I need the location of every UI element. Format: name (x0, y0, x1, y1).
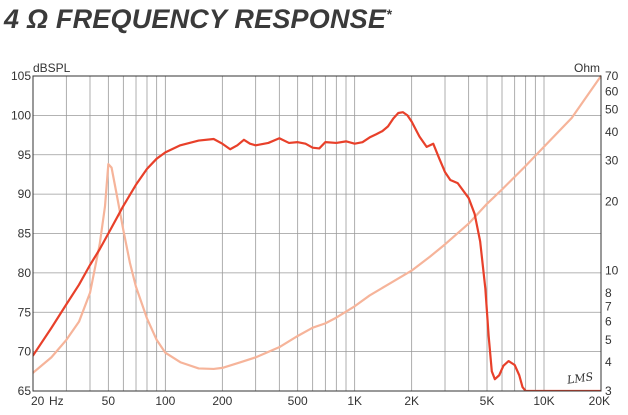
y-right-tick-label: 5 (605, 333, 612, 347)
axis-labels: 6570758085909510010534567810203040506070… (11, 69, 619, 408)
y-left-tick-label: 80 (18, 266, 32, 280)
y-right-tick-label: 4 (605, 355, 612, 369)
x-tick-label: 100 (155, 394, 175, 408)
lms-watermark: LMS (565, 370, 594, 387)
y-right-tick-label: 3 (605, 384, 612, 398)
y-right-tick-label: 6 (605, 315, 612, 329)
y-left-tick-label: 70 (18, 345, 32, 359)
y-right-tick-label: 10 (605, 264, 619, 278)
x-tick-label: 200 (212, 394, 232, 408)
y-left-tick-label: 75 (18, 305, 32, 319)
x-tick-label: 1K (347, 394, 362, 408)
impedance-curve (33, 75, 601, 374)
x-tick-label: 500 (288, 394, 308, 408)
x-tick-label: 10K (533, 394, 554, 408)
y-left-tick-label: 65 (18, 384, 32, 398)
chart-title: 4 Ω FREQUENCY RESPONSE* (4, 4, 392, 35)
y-right-tick-label: 7 (605, 299, 612, 313)
y-right-tick-label: 40 (605, 125, 619, 139)
y-right-tick-label: 30 (605, 154, 619, 168)
y-right-tick-label: 50 (605, 103, 619, 117)
x-tick-label: 5K (480, 394, 495, 408)
y-left-tick-label: 85 (18, 227, 32, 241)
chart-title-text: 4 Ω FREQUENCY RESPONSE (4, 4, 387, 34)
y-left-tick-label: 100 (11, 108, 31, 122)
chart-title-footnote-mark: * (386, 6, 392, 22)
x-tick-label: 20 (31, 394, 45, 408)
x-tick-label: 20K (589, 394, 610, 408)
x-tick-label: 50 (102, 394, 116, 408)
y-left-tick-label: 90 (18, 187, 32, 201)
y-right-tick-label: 8 (605, 286, 612, 300)
y-axis-right-label: Ohm (574, 61, 600, 75)
y-right-tick-label: 60 (605, 84, 619, 98)
spl-curve (33, 111, 601, 391)
y-left-tick-label: 105 (11, 69, 31, 83)
plot-frame (32, 75, 602, 392)
y-right-tick-label: 70 (605, 69, 619, 83)
y-axis-left-label: dBSPL (33, 61, 71, 75)
grid (33, 76, 601, 391)
x-tick-label: 2K (404, 394, 419, 408)
y-left-tick-label: 95 (18, 148, 32, 162)
y-right-tick-label: 20 (605, 194, 619, 208)
x-axis-unit-label: Hz (49, 394, 64, 408)
curves (33, 75, 601, 391)
